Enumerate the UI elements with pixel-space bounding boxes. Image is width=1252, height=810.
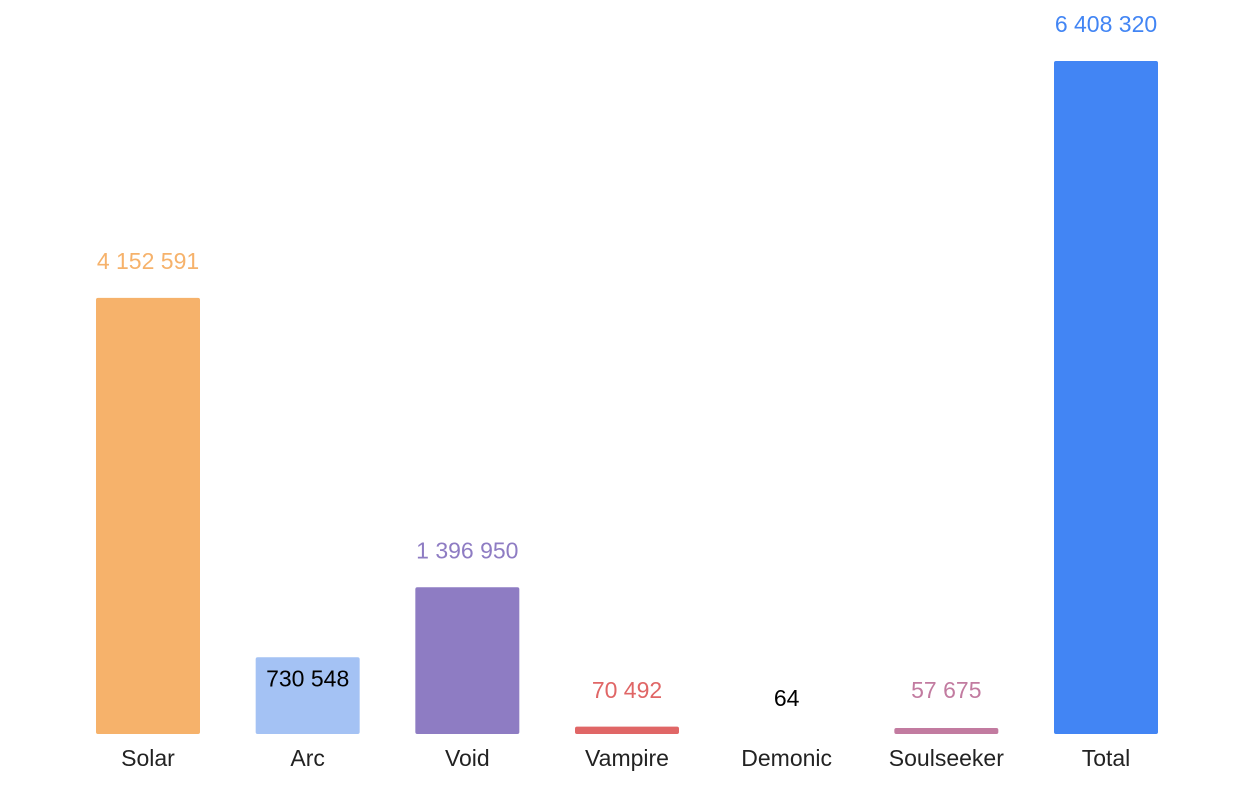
bar-void [415, 587, 520, 734]
category-label-vampire: Vampire [585, 745, 669, 771]
category-label-solar: Solar [121, 745, 175, 771]
value-labels-layer: 4 152 591 730 548 1 396 950 70 492 64 57 675 6… [97, 11, 1157, 711]
value-label-solar: 4 152 591 [97, 248, 199, 274]
bar-vampire [575, 726, 679, 734]
category-label-demonic: Demonic [741, 745, 832, 771]
value-label-arc: 730 548 [266, 665, 349, 691]
value-label-demonic: 64 [774, 685, 800, 711]
category-labels-layer: Solar Arc Void Vampire Demonic Soulseeker Tota… [121, 745, 1130, 771]
bar-solar [96, 297, 200, 734]
value-label-vampire: 70 492 [592, 677, 662, 703]
category-label-arc: Arc [290, 745, 325, 771]
value-label-void: 1 396 950 [416, 537, 518, 563]
bar-soulseeker [894, 727, 999, 734]
value-label-soulseeker: 57 675 [911, 677, 981, 703]
bar-total [1054, 61, 1158, 734]
category-label-void: Void [445, 745, 490, 771]
bars-layer [96, 61, 1158, 734]
category-label-total: Total [1082, 745, 1131, 771]
category-label-soulseeker: Soulseeker [889, 745, 1004, 771]
bar-arc [255, 657, 360, 734]
value-label-total: 6 408 320 [1055, 11, 1157, 37]
